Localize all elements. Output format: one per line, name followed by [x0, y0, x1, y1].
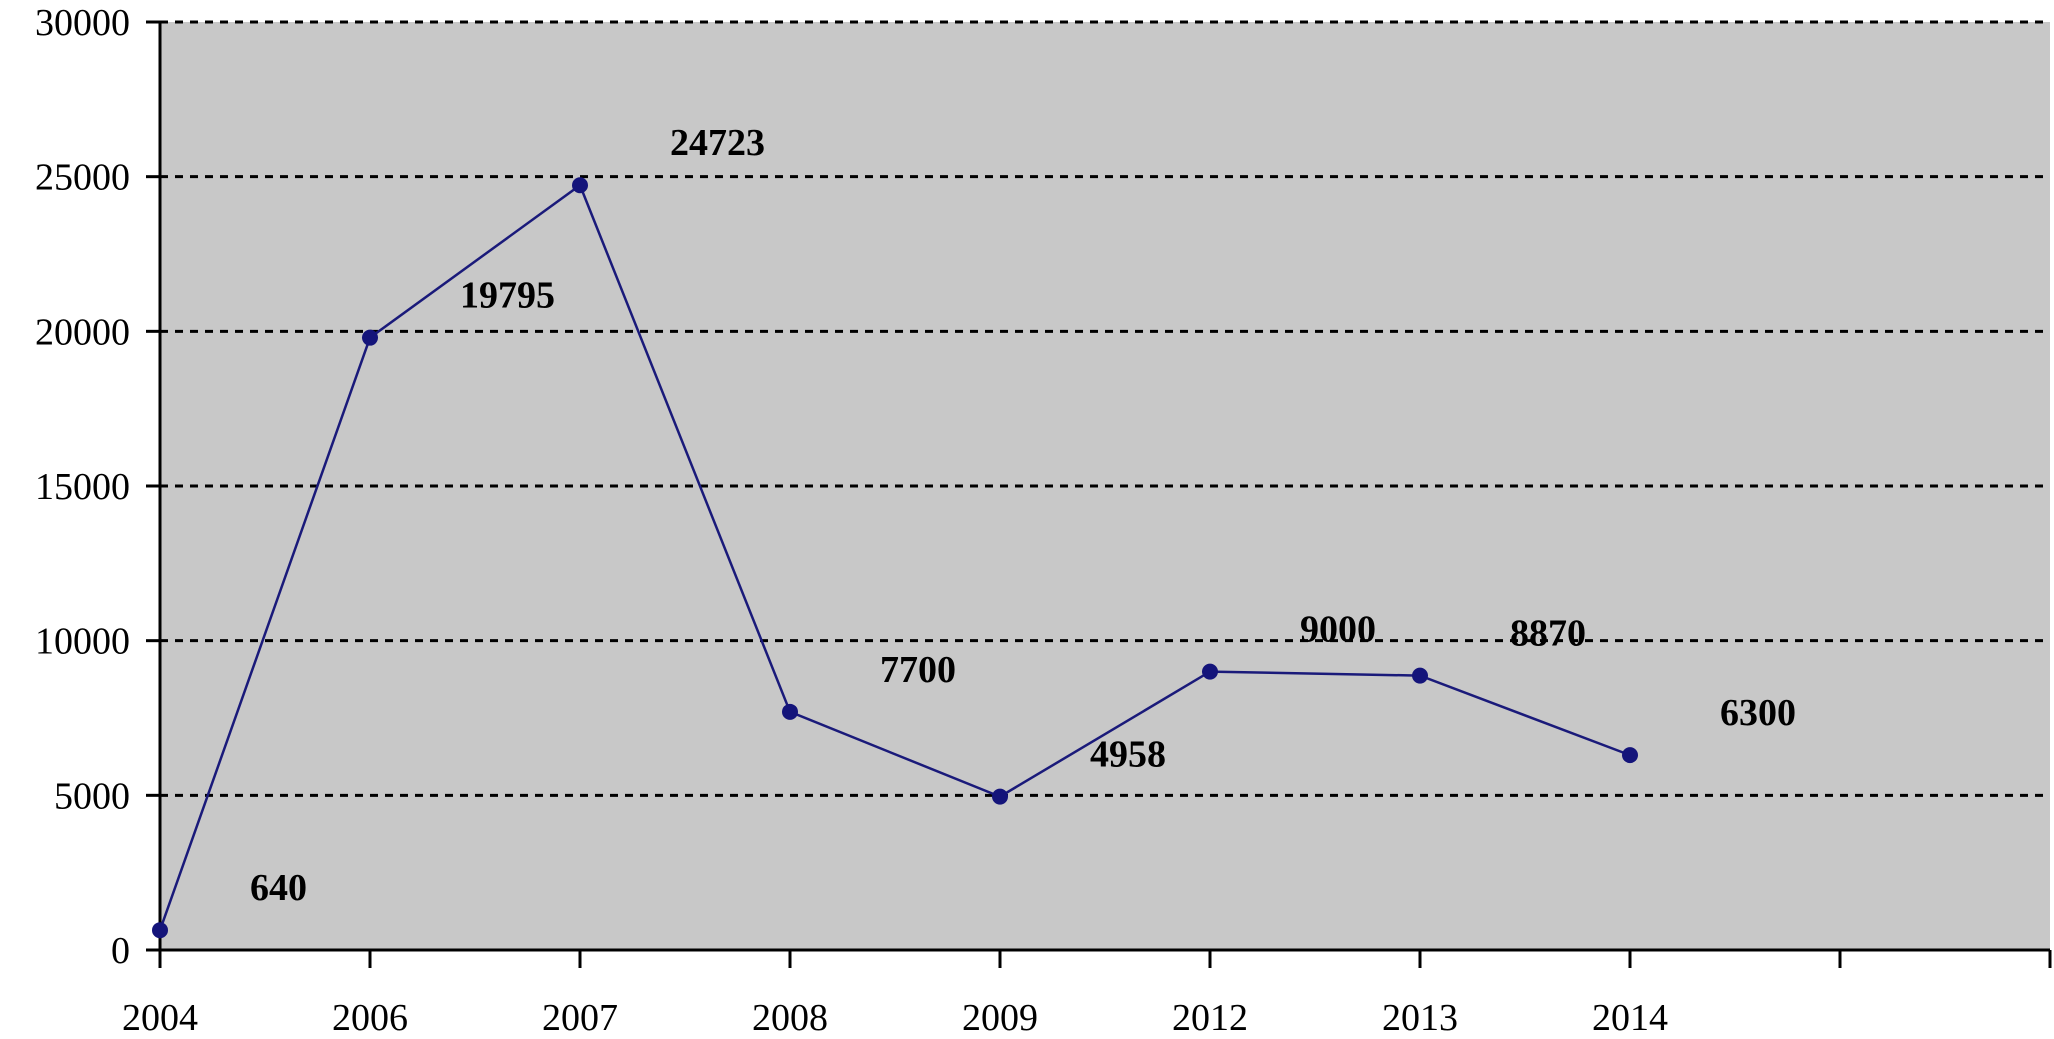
y-tick-label-5000: 5000	[54, 775, 130, 817]
data-label-2007: 24723	[670, 122, 765, 164]
x-tick-label-2007: 2007	[542, 997, 618, 1039]
x-tick-label-2014: 2014	[1592, 997, 1668, 1039]
data-point-2012	[1202, 663, 1218, 680]
x-tick-label-2009: 2009	[962, 997, 1038, 1039]
data-point-2004	[152, 922, 168, 939]
data-point-2007	[572, 177, 588, 194]
y-tick-label-10000: 10000	[35, 621, 130, 663]
y-tick-label-15000: 15000	[35, 466, 130, 508]
data-label-2012: 9000	[1300, 609, 1376, 651]
series-group	[152, 177, 1638, 939]
data-point-2013	[1412, 667, 1428, 684]
data-label-2014: 6300	[1720, 692, 1796, 734]
x-tick-label-2013: 2013	[1382, 997, 1458, 1039]
y-tick-label-30000: 30000	[35, 2, 130, 44]
data-point-2014	[1622, 747, 1638, 764]
x-tick-label-2012: 2012	[1172, 997, 1248, 1039]
data-label-2006: 19795	[460, 275, 555, 317]
data-label-2009: 4958	[1090, 734, 1166, 776]
data-label-2008: 7700	[880, 649, 956, 691]
data-labels: 640 19795 24723 7700 4958 9000 8870 6300	[250, 122, 1796, 909]
data-point-2008	[782, 703, 798, 720]
axes	[158, 22, 2050, 968]
series-line-0	[158, 183, 1631, 931]
x-tick-label-2008: 2008	[752, 997, 828, 1039]
y-tick-label-25000: 25000	[35, 157, 130, 199]
gridlines	[160, 20, 2050, 797]
y-tick-label-20000: 20000	[35, 311, 130, 353]
axis-ticks: 0 5000 10000 15000 20000 25000 30000 2004 2006 20…	[35, 2, 2052, 1039]
x-tick-label-2004: 2004	[122, 997, 198, 1039]
data-label-2004: 640	[250, 867, 307, 909]
data-point-2006	[362, 329, 378, 346]
data-label-2013: 8870	[1510, 613, 1586, 655]
y-tick-label-0: 0	[111, 930, 130, 972]
x-tick-label-2006: 2006	[332, 997, 408, 1039]
data-point-2009	[992, 788, 1008, 805]
